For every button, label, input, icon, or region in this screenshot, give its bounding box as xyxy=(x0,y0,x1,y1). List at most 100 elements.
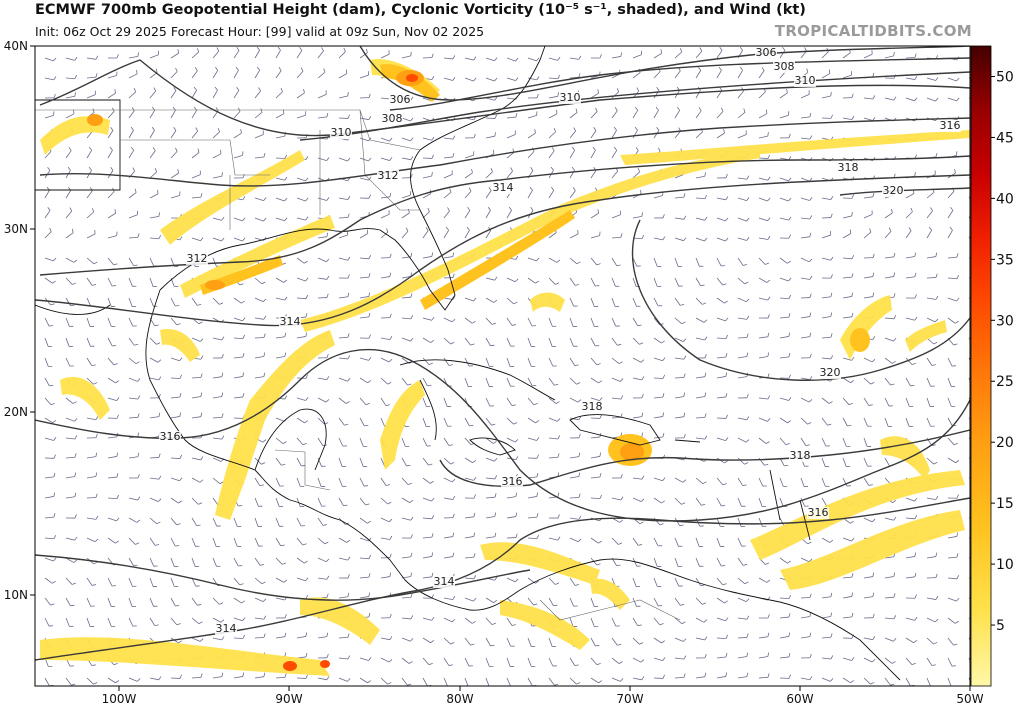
wind-barb xyxy=(107,377,120,384)
wind-barb xyxy=(359,312,371,319)
wind-barb xyxy=(401,677,412,686)
wind-barb xyxy=(695,597,707,605)
wind-barb xyxy=(338,537,351,543)
wind-barb xyxy=(632,257,641,267)
wind-barb xyxy=(653,126,660,139)
wind-barb xyxy=(254,66,260,79)
wind-barb xyxy=(569,277,580,286)
colorbar-tick-label: 30 xyxy=(996,313,1014,329)
wind-barb xyxy=(716,47,723,59)
wind-barb xyxy=(779,257,791,264)
wind-barb xyxy=(44,111,55,119)
wind-barb xyxy=(485,206,491,219)
wind-barb xyxy=(485,457,498,462)
wind-barb xyxy=(695,372,707,379)
wind-barb xyxy=(506,317,517,326)
wind-barb xyxy=(527,357,536,367)
wind-barb xyxy=(212,47,220,59)
wind-barb xyxy=(86,317,95,327)
wind-barb xyxy=(65,337,74,347)
wind-barb xyxy=(86,617,95,627)
wind-barb xyxy=(422,136,435,141)
wind-barb xyxy=(779,294,792,300)
wind-barb xyxy=(107,89,116,99)
wind-barb xyxy=(296,457,306,467)
wind-barb xyxy=(779,177,792,182)
wind-barb xyxy=(65,472,77,479)
wind-barb xyxy=(947,77,960,82)
wind-barb xyxy=(716,653,728,659)
wind-barb xyxy=(695,297,707,305)
wind-barb xyxy=(191,456,204,461)
wind-barb xyxy=(611,257,621,267)
wind-barb xyxy=(590,537,602,544)
wind-barb xyxy=(233,334,246,339)
wind-barb xyxy=(149,126,155,139)
wind-barb xyxy=(590,657,601,666)
wind-barb xyxy=(737,237,750,241)
wind-barb xyxy=(947,494,959,499)
colorbar-tick-label: 5 xyxy=(996,618,1005,634)
wind-barb xyxy=(317,457,326,467)
wind-barb xyxy=(905,497,918,502)
wind-barb xyxy=(653,674,665,679)
wind-barb xyxy=(149,517,161,525)
wind-barb xyxy=(107,677,120,684)
wind-barb xyxy=(821,274,833,279)
wind-barb xyxy=(191,148,200,159)
wind-barb xyxy=(485,337,495,347)
wind-barb xyxy=(737,557,748,566)
wind-barb xyxy=(779,46,786,59)
wind-barb xyxy=(149,337,161,345)
wind-barb xyxy=(401,208,410,219)
wind-barb xyxy=(149,557,158,567)
wind-barb xyxy=(905,417,914,427)
wind-barb xyxy=(884,252,896,259)
wind-barb xyxy=(947,677,952,686)
wind-barb xyxy=(590,414,602,419)
wind-barb xyxy=(758,197,771,202)
wind-barb xyxy=(527,513,539,519)
lon-label: 90W xyxy=(275,692,302,706)
wind-barb xyxy=(527,317,537,327)
contour-label: 316 xyxy=(160,430,181,443)
wind-barb xyxy=(191,170,201,179)
wind-barb xyxy=(149,497,162,502)
wind-barb xyxy=(464,337,475,346)
wind-barb xyxy=(317,112,329,119)
wind-barb xyxy=(422,316,435,321)
wind-barb xyxy=(590,317,599,327)
wind-barb xyxy=(338,47,346,59)
wind-barb xyxy=(380,335,393,341)
wind-barb xyxy=(590,473,602,479)
wind-barb xyxy=(170,67,178,79)
wind-barb xyxy=(401,173,413,179)
wind-barb xyxy=(212,517,221,527)
wind-barb xyxy=(359,48,368,59)
wind-barb xyxy=(422,154,434,159)
wind-barb xyxy=(758,417,771,422)
wind-barb xyxy=(44,277,56,284)
wind-barb xyxy=(506,657,515,667)
wind-barb xyxy=(233,66,239,79)
wind-barb xyxy=(716,414,728,419)
wind-barb xyxy=(779,652,791,659)
wind-barb xyxy=(926,337,938,345)
wind-barb xyxy=(548,397,560,404)
wind-barb xyxy=(800,653,812,659)
wind-barb xyxy=(548,637,557,647)
wind-barb xyxy=(170,317,181,326)
wind-barb xyxy=(905,515,918,520)
wind-barb xyxy=(569,416,582,421)
colorbar-tick-label: 40 xyxy=(996,191,1014,207)
wind-barb xyxy=(821,417,832,426)
wind-barb xyxy=(485,377,494,387)
wind-barb xyxy=(107,397,120,401)
wind-barb xyxy=(905,97,918,102)
wind-barb xyxy=(128,377,141,382)
wind-barb xyxy=(695,435,708,440)
wind-barb xyxy=(86,577,97,586)
wind-barb xyxy=(254,108,263,119)
wind-barb xyxy=(527,437,540,441)
wind-barb xyxy=(401,315,414,320)
